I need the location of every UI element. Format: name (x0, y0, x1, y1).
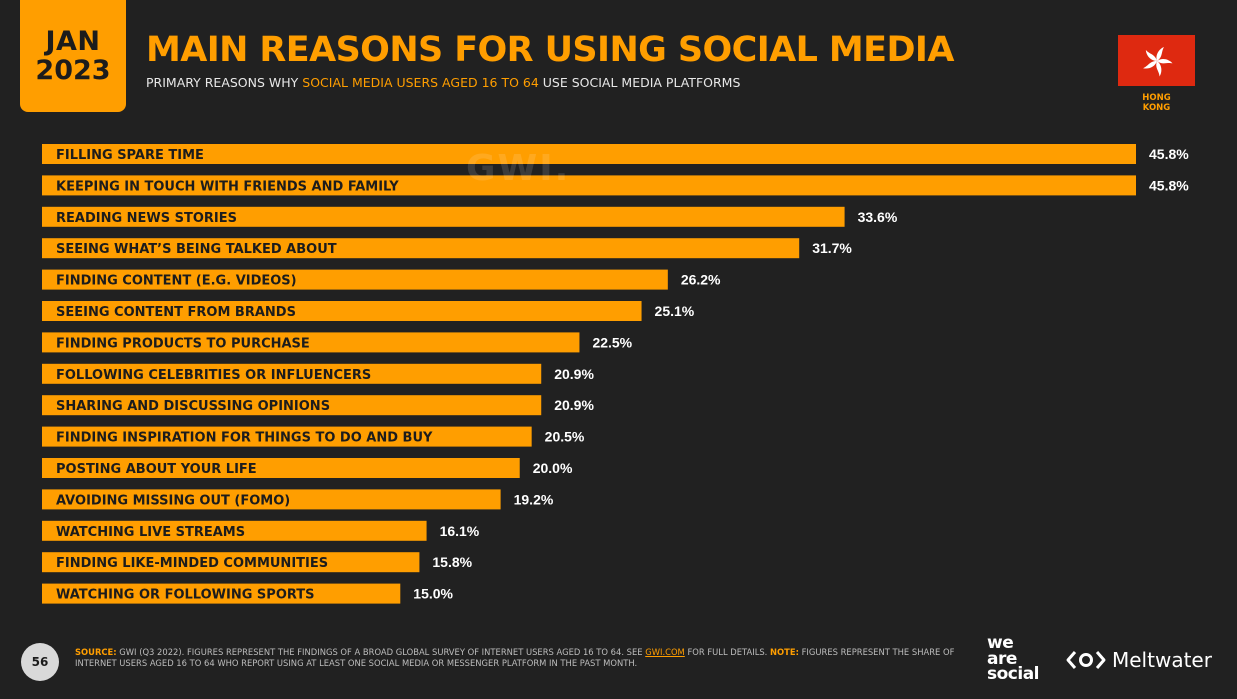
category-label: FINDING LIKE-MINDED COMMUNITIES (56, 556, 328, 571)
date-month: JAN (45, 26, 101, 57)
date-badge: JAN 2023 (20, 0, 126, 112)
gwi-watermark: GWI. (466, 148, 571, 189)
category-label: SHARING AND DISCUSSING OPINIONS (56, 399, 330, 414)
subtitle-pre: PRIMARY REASONS WHY (146, 75, 303, 90)
bauhinia-icon (1142, 46, 1172, 76)
category-label: WATCHING OR FOLLOWING SPORTS (56, 588, 315, 603)
value-label: 19.2% (514, 491, 554, 507)
category-label: AVOIDING MISSING OUT (FOMO) (56, 493, 290, 508)
logo-are: are (987, 648, 1017, 669)
category-label: SEEING CONTENT FROM BRANDS (56, 305, 296, 320)
meltwater-wordmark: Meltwater (1112, 648, 1212, 672)
source-text-1: GWI (Q3 2022). FIGURES REPRESENT THE FIN… (116, 647, 646, 657)
bar-3 (42, 206, 845, 227)
value-label: 26.2% (681, 272, 721, 288)
value-label: 45.8% (1149, 146, 1189, 162)
value-label: 15.0% (413, 586, 453, 602)
value-label: 20.9% (554, 397, 594, 413)
bar-8 (42, 363, 542, 384)
bar-2 (42, 175, 1136, 196)
bar-5 (42, 269, 668, 290)
subtitle-post: USE SOCIAL MEDIA PLATFORMS (538, 75, 741, 90)
category-label: WATCHING LIVE STREAMS (56, 525, 245, 540)
bar-14 (42, 552, 420, 573)
logo-we: we (987, 633, 1014, 653)
bar-4 (42, 238, 800, 259)
source-label: SOURCE: (75, 647, 117, 657)
page-subtitle: PRIMARY REASONS WHY SOCIAL MEDIA USERS A… (146, 75, 740, 90)
category-label: FINDING INSPIRATION FOR THINGS TO DO AND… (56, 431, 433, 446)
category-label: FILLING SPARE TIME (56, 148, 204, 163)
date-year: 2023 (35, 55, 111, 86)
bar-13 (42, 520, 427, 541)
note-label: NOTE: (770, 647, 799, 657)
bar-1 (42, 144, 1136, 164)
hong-kong-flag-icon (1118, 35, 1195, 86)
category-label: SEEING WHAT’S BEING TALKED ABOUT (56, 242, 337, 257)
value-label: 31.7% (812, 240, 852, 256)
value-label: 16.1% (440, 523, 480, 539)
bar-6 (42, 301, 642, 321)
category-label: POSTING ABOUT YOUR LIFE (56, 462, 257, 477)
value-label: 20.5% (545, 429, 585, 445)
country-line-2: KONG (1142, 103, 1171, 114)
value-label: 25.1% (655, 303, 695, 319)
category-label: KEEPING IN TOUCH WITH FRIENDS AND FAMILY (56, 179, 399, 194)
meltwater-logo: Meltwater (1066, 648, 1212, 672)
category-label: FINDING PRODUCTS TO PURCHASE (56, 336, 310, 351)
value-label: 20.0% (533, 460, 573, 476)
country-label: HONG KONG (1118, 93, 1195, 113)
category-label: READING NEWS STORIES (56, 211, 237, 226)
we-are-social-logo: we are social (987, 633, 1040, 685)
bar-11 (42, 458, 520, 478)
bar-10 (42, 426, 532, 447)
category-label: FINDING CONTENT (E.G. VIDEOS) (56, 274, 297, 289)
value-label: 15.8% (432, 554, 472, 570)
value-label: 45.8% (1149, 177, 1189, 193)
bar-15 (42, 583, 401, 604)
bar-9 (42, 395, 542, 416)
bar-chart: FILLING SPARE TIME 45.8% KEEPING IN TOUCH … (42, 144, 1189, 604)
source-text-2: FOR FULL DETAILS. (684, 647, 771, 657)
bar-12 (42, 489, 501, 510)
source-link[interactable]: GWI.COM (645, 647, 685, 657)
value-label: 33.6% (858, 209, 898, 225)
value-label: 20.9% (554, 366, 594, 382)
bar-7 (42, 332, 580, 353)
logo-social: social (987, 664, 1040, 685)
page-title: MAIN REASONS FOR USING SOCIAL MEDIA (146, 30, 954, 70)
meltwater-mark-icon (1066, 651, 1106, 669)
source-note: SOURCE: GWI (Q3 2022). FIGURES REPRESENT… (75, 647, 955, 669)
country-line-1: HONG (1142, 93, 1171, 103)
subtitle-highlight: SOCIAL MEDIA USERS AGED 16 TO 64 (302, 75, 539, 90)
category-label: FOLLOWING CELEBRITIES OR INFLUENCERS (56, 368, 371, 383)
note-text: FIGURES REPRESENT THE SHARE OF INTERNET … (75, 647, 955, 668)
value-label: 22.5% (592, 334, 632, 350)
page-number: 56 (21, 643, 59, 681)
